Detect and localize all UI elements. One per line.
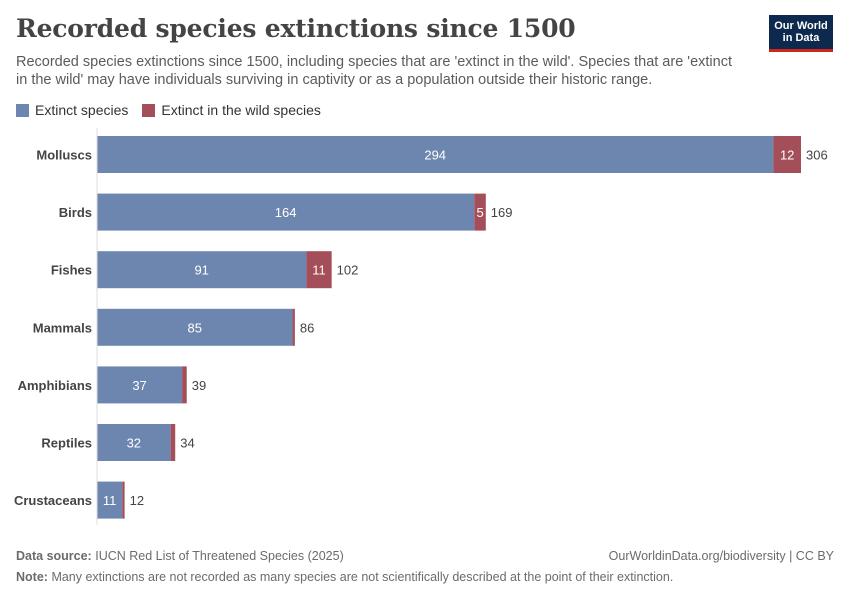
bar-extinct-birds[interactable]	[97, 193, 475, 231]
legend: Extinct species Extinct in the wild spec…	[16, 102, 335, 118]
total-label-fishes: 102	[337, 263, 359, 278]
data-source: Data source: IUCN Red List of Threatened…	[16, 549, 344, 563]
category-label-mammals: Mammals	[33, 320, 92, 335]
bar-extinct-amphibians[interactable]	[97, 366, 183, 404]
bar-extinct-in-wild-fishes[interactable]	[306, 251, 332, 289]
legend-item-extinct-in-wild[interactable]: Extinct in the wild species	[142, 102, 321, 118]
note-label: Note:	[16, 570, 48, 584]
owid-logo[interactable]: Our World in Data	[769, 15, 833, 52]
bar-extinct-in-wild-molluscs[interactable]	[773, 136, 801, 173]
bar-extinct-crustaceans[interactable]	[97, 481, 123, 519]
credit-link[interactable]: OurWorldinData.org/biodiversity | CC BY	[608, 549, 834, 563]
bar-extinct-mammals[interactable]	[97, 308, 293, 346]
value-label-extinct-fishes: 91	[194, 263, 208, 278]
category-label-molluscs: Molluscs	[36, 148, 92, 163]
value-label-extinct-crustaceans: 11	[103, 493, 117, 508]
bar-extinct-in-wild-birds[interactable]	[474, 193, 486, 231]
bar-extinct-reptiles[interactable]	[97, 424, 171, 461]
value-label-extinct-mammals: 85	[188, 320, 202, 335]
data-source-label: Data source:	[16, 549, 92, 563]
total-label-amphibians: 39	[192, 378, 206, 393]
bar-extinct-molluscs[interactable]	[97, 136, 774, 173]
bar-extinct-in-wild-amphibians[interactable]	[182, 366, 187, 404]
logo-line-1: Our World	[774, 20, 828, 32]
legend-swatch-extinct	[16, 103, 29, 117]
legend-swatch-extinct-in-wild	[142, 103, 156, 117]
logo-line-2: in Data	[782, 32, 820, 44]
category-label-fishes: Fishes	[51, 263, 92, 278]
legend-label-extinct-in-wild: Extinct in the wild species	[161, 102, 321, 118]
value-label-extinct-reptiles: 32	[127, 436, 141, 451]
category-label-reptiles: Reptiles	[41, 436, 92, 451]
bar-extinct-in-wild-crustaceans[interactable]	[122, 481, 125, 519]
legend-label-extinct: Extinct species	[35, 102, 129, 118]
bar-extinct-fishes[interactable]	[97, 251, 307, 289]
value-label-extinct-in-wild-fishes: 11	[312, 263, 326, 278]
total-label-molluscs: 306	[806, 148, 828, 163]
legend-item-extinct[interactable]: Extinct species	[16, 102, 128, 118]
note-text: Many extinctions are not recorded as man…	[51, 570, 674, 584]
value-label-extinct-in-wild-birds: 5	[476, 205, 483, 220]
total-label-reptiles: 34	[180, 436, 194, 451]
chart-title: Recorded species extinctions since 1500	[16, 14, 576, 43]
value-label-extinct-birds: 164	[275, 205, 297, 220]
chart-subtitle: Recorded species extinctions since 1500,…	[16, 54, 732, 88]
bar-chart: Molluscs 294 12 306 Birds 164 5 169 Fishes 91 11 10…	[14, 128, 828, 525]
data-source-text[interactable]: IUCN Red List of Threatened Species (202…	[95, 549, 344, 563]
category-label-crustaceans: Crustaceans	[14, 493, 92, 508]
footnote: Note: Many extinctions are not recorded …	[16, 570, 673, 584]
category-label-birds: Birds	[59, 205, 92, 220]
total-label-crustaceans: 12	[130, 493, 144, 508]
category-label-amphibians: Amphibians	[18, 378, 92, 393]
bar-extinct-in-wild-mammals[interactable]	[292, 308, 295, 346]
value-label-extinct-molluscs: 294	[424, 148, 446, 163]
value-label-extinct-in-wild-molluscs: 12	[780, 148, 794, 163]
total-label-mammals: 86	[300, 320, 314, 335]
bar-extinct-in-wild-reptiles[interactable]	[170, 424, 176, 461]
total-label-birds: 169	[491, 205, 513, 220]
value-label-extinct-amphibians: 37	[132, 378, 146, 393]
